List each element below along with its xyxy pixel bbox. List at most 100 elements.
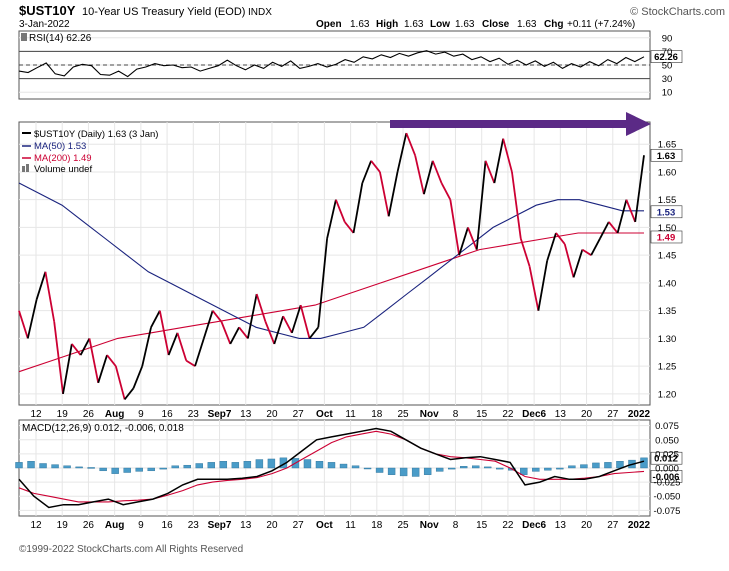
ma50-line [18,182,644,339]
y-tick-label: 0.000 [655,464,679,475]
x-tick-label: 8 [453,409,459,420]
histogram-bar [592,462,600,469]
price-segment [185,359,196,367]
price-segment [255,293,267,323]
x-tick-label: 11 [345,520,356,531]
histogram-bar [423,467,432,475]
price-segment [167,332,179,356]
price-segment [317,238,328,328]
price-segment [449,199,461,256]
x-tick-label: 9 [138,520,144,531]
value-tag [650,230,683,244]
histogram-bar [123,467,131,473]
price-segment [396,132,408,173]
price-segment [484,160,496,184]
x-tick-label: 18 [371,409,383,420]
symbol-title: $UST10Y [19,3,76,18]
close-value: 1.63 [517,19,537,30]
price-segment [273,315,284,345]
open-label: Open [316,19,342,30]
price-segment [132,365,144,389]
macd-legend-text: MACD(12,26,9) 0.012, -0.006, 0.018 [22,423,184,434]
histogram-bar [604,462,612,469]
y-tick-label: -0.050 [654,492,681,503]
price-segment [572,249,584,278]
value-tag [650,148,683,162]
histogram-bar [447,467,456,470]
price-segment [555,232,566,245]
y-tick-label: 0.050 [655,435,679,446]
x-tick-label: 2022 [628,409,651,420]
histogram-bar [111,467,119,474]
x-tick-label: 16 [162,409,174,420]
value-tag-label: -0.006 [653,472,680,483]
chg-value: +0.11 (+7.24%) [567,19,635,30]
price-segment [158,310,170,356]
x-tick-label: 20 [581,409,593,420]
histogram-bar [231,462,240,469]
price-segment [79,337,91,356]
x-tick-label: 26 [83,520,95,531]
histogram-bar [147,467,155,472]
histogram-bar [303,459,312,469]
price-segment [352,182,364,234]
price-segment [546,232,557,261]
x-tick-label: 19 [57,520,69,531]
volume-legend-item: Volume undef [34,164,92,175]
x-tick-label: 15 [476,520,488,531]
value-tag-label: 62.26 [654,52,678,63]
x-tick-label: 22 [502,520,514,531]
histogram-bar [315,461,324,469]
symbol-description: 10-Year US Treasury Yield (EOD) [82,6,245,18]
price-segment [431,160,443,184]
histogram-bar [171,465,179,469]
x-tick-label: 25 [397,409,409,420]
histogram-bar [580,464,588,469]
x-tick-label: 12 [30,409,42,420]
price-segment [511,171,522,239]
price-segment [493,138,505,184]
histogram-bar [496,467,504,470]
y-tick-label: 1.20 [658,389,677,400]
value-tag [650,451,683,465]
macd-plot: 0.012 -0.006 [15,427,683,509]
price-segment [71,343,82,356]
low-label: Low [430,19,450,30]
x-tick-label: 25 [397,520,409,531]
signal-line [18,430,645,503]
x-tick-label: 20 [266,520,278,531]
x-tick-label: 15 [476,409,488,420]
price-segment [335,199,346,223]
histogram-bar [399,467,408,477]
histogram-bar [51,464,59,469]
value-tag [650,205,683,219]
price-segment [299,304,311,339]
x-tick-label: Aug [105,409,124,420]
x-tick-label: Oct [316,409,333,420]
price-segment [625,199,637,223]
price-segment [194,338,205,367]
x-tick-label: 20 [266,409,278,420]
price-legend: $UST10Y (Daily) 1.63 (3 Jan) MA(50) 1.53… [22,129,158,175]
y-tick-label: 1.55 [658,195,677,206]
trend-arrow-annotation [390,112,651,136]
price-segment [123,387,135,401]
x-tick-label: 11 [345,409,356,420]
histogram-bar [460,466,468,469]
histogram-bar [63,465,71,469]
price-segment [246,293,258,339]
price-segment [343,221,355,234]
price-segment [44,271,56,322]
price-panel [18,121,651,406]
price-segment [634,155,645,223]
histogram-bar [87,467,95,469]
price-segment [563,243,575,278]
exchange-label: INDX [248,7,272,18]
rsi-legend-text: RSI(14) 62.26 [29,33,92,44]
price-segment [599,221,610,239]
y-tick-label: 1.25 [658,362,677,373]
price-segment [361,160,372,184]
x-tick-label: 27 [607,520,619,531]
low-value: 1.63 [455,19,475,30]
